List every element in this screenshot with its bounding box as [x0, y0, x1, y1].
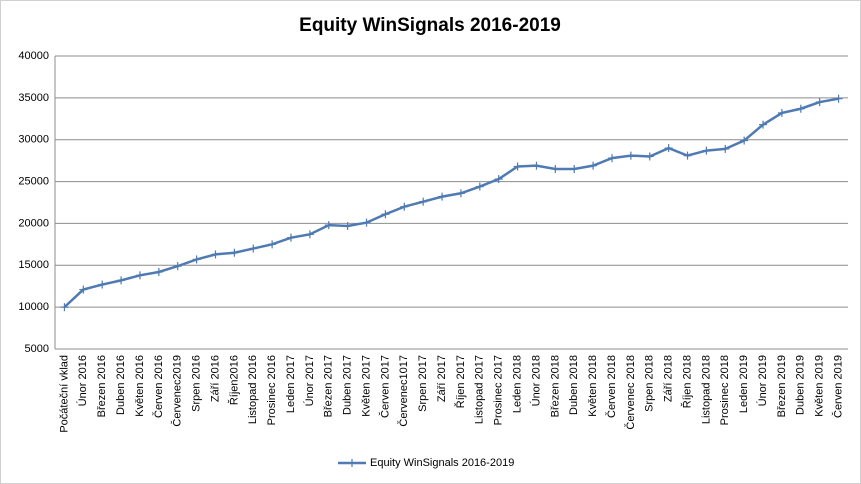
chart-title: Equity WinSignals 2016-2019	[299, 15, 561, 36]
x-tick-label: Srpen 2018	[644, 355, 656, 412]
marker	[532, 161, 541, 170]
marker	[551, 165, 560, 174]
marker	[192, 255, 201, 264]
marker	[721, 144, 730, 153]
x-tick-label: Leden 2018	[511, 355, 523, 413]
marker	[607, 154, 616, 163]
x-tick-label: Červen 2019	[831, 355, 844, 418]
y-tick-label: 30000	[18, 134, 49, 146]
marker	[268, 240, 277, 249]
x-tick-label: Prosinec 2017	[493, 355, 505, 425]
x-tick-label: Červen 2017	[378, 355, 391, 418]
marker	[589, 161, 598, 170]
x-tick-label: Počáteční vklad	[58, 355, 70, 433]
x-tick-label: Září 2017	[436, 355, 448, 402]
marker	[796, 104, 805, 113]
marker	[702, 146, 711, 155]
x-tick-label: Listopad 2018	[700, 355, 712, 424]
marker	[419, 197, 428, 206]
x-tick-label: Duben 2018	[568, 355, 580, 415]
marker	[343, 221, 352, 230]
x-tick-label: Březen 2017	[323, 355, 335, 417]
x-tick-label: Duben 2017	[342, 355, 354, 415]
x-tick-label: Březen 2019	[776, 355, 788, 417]
marker	[645, 152, 654, 161]
y-tick-label: 15000	[18, 259, 49, 271]
x-tick-label: Květen 2018	[587, 355, 599, 417]
x-tick-label: Říjen 2017	[454, 355, 467, 408]
y-tick-label: 25000	[18, 175, 49, 187]
x-tick-label: Srpen 2017	[417, 355, 429, 412]
marker	[154, 267, 163, 276]
marker	[305, 230, 314, 239]
marker	[400, 202, 409, 211]
x-tick-label: Květen 2017	[360, 355, 372, 417]
marker	[456, 189, 465, 198]
y-tick-label: 5000	[25, 343, 49, 355]
x-tick-label: Únor 2016	[76, 355, 89, 406]
marker	[117, 276, 126, 285]
x-tick-label: Listopad 2016	[247, 355, 259, 424]
x-tick-label: Březen 2018	[549, 355, 561, 417]
marker	[494, 175, 503, 184]
marker	[287, 233, 296, 242]
x-tick-label: Únor 2018	[529, 355, 542, 406]
x-tick-label: Únor 2017	[303, 355, 316, 406]
marker	[211, 250, 220, 259]
x-tick-label: Červen 2016	[152, 355, 165, 418]
marker	[381, 210, 390, 219]
y-tick-label: 35000	[18, 92, 49, 104]
y-tick-label: 20000	[18, 217, 49, 229]
x-tick-label: Prosinec 2016	[266, 355, 278, 425]
marker	[230, 248, 239, 257]
legend-label: Equity WinSignals 2016-2019	[370, 457, 514, 469]
marker	[173, 262, 182, 271]
marker	[324, 221, 333, 230]
marker	[664, 144, 673, 153]
x-tick-label: Únor 2019	[756, 355, 769, 406]
marker	[570, 165, 579, 174]
x-tick-label: Březen 2016	[96, 355, 108, 417]
x-tick-label: Červenec 2018	[624, 355, 637, 430]
x-tick-label: Květen 2019	[814, 355, 826, 417]
marker	[98, 280, 107, 289]
x-tick-label: Červenec1017	[397, 355, 410, 427]
x-tick-label: Září 2018	[663, 355, 675, 402]
marker	[79, 285, 88, 294]
marker	[362, 218, 371, 227]
marker	[249, 244, 258, 253]
x-tick-label: Červenec2019	[171, 355, 184, 427]
x-tick-label: Listopad 2017	[474, 355, 486, 424]
x-tick-label: Květen 2016	[134, 355, 146, 417]
x-tick-label: Červen 2018	[605, 355, 618, 418]
x-tick-label: Duben 2019	[795, 355, 807, 415]
x-tick-label: Říjen 2018	[680, 355, 693, 408]
x-tick-label: Leden 2019	[738, 355, 750, 413]
marker	[475, 182, 484, 191]
x-tick-label: Leden 2017	[285, 355, 297, 413]
y-tick-label: 10000	[18, 301, 49, 313]
x-tick-label: Duben 2016	[115, 355, 127, 415]
x-tick-label: Říjen2016	[227, 355, 240, 405]
marker	[438, 192, 447, 201]
marker	[513, 162, 522, 171]
y-tick-label: 40000	[18, 50, 49, 62]
marker	[834, 94, 843, 103]
x-tick-label: Září 2016	[209, 355, 221, 402]
marker	[135, 271, 144, 280]
marker	[740, 136, 749, 145]
marker	[683, 151, 692, 160]
marker	[626, 151, 635, 160]
marker	[777, 108, 786, 117]
marker	[759, 120, 768, 129]
x-tick-label: Srpen 2016	[191, 355, 203, 412]
x-tick-label: Prosinec 2018	[719, 355, 731, 425]
marker	[815, 98, 824, 107]
marker	[60, 303, 69, 312]
